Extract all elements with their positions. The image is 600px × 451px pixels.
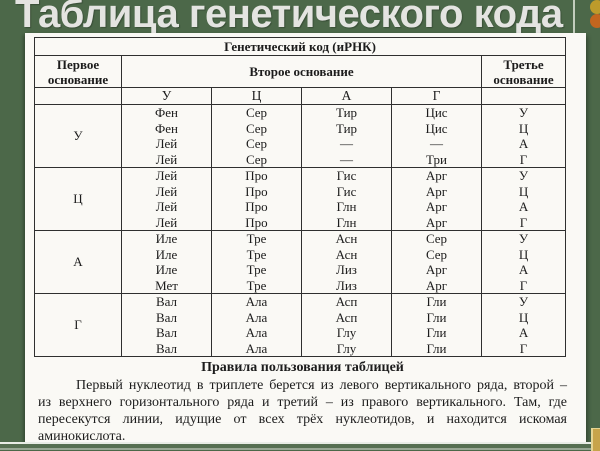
- decor-gold-corner: [591, 428, 600, 451]
- second-base-letter-u: У: [121, 87, 212, 105]
- second-base-letter-g: Г: [391, 87, 482, 105]
- codon-cell: Цис Цис — Три: [391, 104, 482, 168]
- third-base-cell: У Ц А Г: [480, 293, 567, 357]
- codon-cell: Асп Асп Глу Глу: [301, 293, 392, 357]
- bullet-dot-orange-icon: [590, 14, 600, 28]
- codon-cell: Асн Асн Лиз Лиз: [301, 230, 392, 294]
- page-title: Таблица генетического кода: [15, 0, 563, 36]
- header-second-base: Второе основание: [121, 55, 482, 88]
- codon-cell: Гис Гис Глн Глн: [301, 167, 392, 231]
- codon-cell: Сер Сер Сер Сер: [211, 104, 302, 168]
- second-base-letter-c: Ц: [211, 87, 302, 105]
- codon-cell: Тре Тре Тре Тре: [211, 230, 302, 294]
- first-base-cell: У: [34, 104, 122, 168]
- second-base-letter-a: А: [301, 87, 392, 105]
- codon-cell: Иле Иле Иле Мет: [121, 230, 212, 294]
- second-base-letters-row: У Ц А Г: [34, 87, 567, 105]
- header-third-base: Третье основание: [480, 55, 567, 88]
- bullet-dot-gold-icon: [590, 0, 600, 14]
- first-base-cell: А: [34, 230, 122, 294]
- codon-cell: Тир Тир — —: [301, 104, 392, 168]
- codon-cell: Лей Лей Лей Лей: [121, 167, 212, 231]
- third-base-cell: У Ц А Г: [480, 167, 567, 231]
- table-card: Генетический код (иРНК) Первое основание…: [25, 33, 586, 445]
- empty-cell: [34, 87, 122, 105]
- rules-section: Правила пользования таблицей Первый нукл…: [25, 359, 586, 445]
- codon-cell: Ала Ала Ала Ала: [211, 293, 302, 357]
- codon-cell: Вал Вал Вал Вал: [121, 293, 212, 357]
- third-base-cell: У Ц А Г: [480, 104, 567, 168]
- block-row-u: У Фен Фен Лей Лей Сер Сер Сер Сер Тир Ти…: [34, 104, 567, 168]
- header-first-base: Первое основание: [34, 55, 122, 88]
- block-row-c: Ц Лей Лей Лей Лей Про Про Про Про Гис Ги…: [34, 167, 567, 231]
- third-base-cell: У Ц А Г: [480, 230, 567, 294]
- rules-heading: Правила пользования таблицей: [201, 360, 404, 375]
- codon-cell: Сер Сер Арг Арг: [391, 230, 482, 294]
- first-base-cell: Ц: [34, 167, 122, 231]
- decor-vertical-line: [573, 0, 575, 34]
- codon-cell: Фен Фен Лей Лей: [121, 104, 212, 168]
- caption-row: Генетический код (иРНК): [33, 37, 567, 56]
- codon-cell: Про Про Про Про: [211, 167, 302, 231]
- bottom-border-strip: [0, 442, 600, 450]
- genetic-code-table: Генетический код (иРНК) Первое основание…: [33, 37, 567, 357]
- block-row-g: Г Вал Вал Вал Вал Ала Ала Ала Ала Асп Ас…: [34, 293, 567, 357]
- table-caption: Генетический код (иРНК): [33, 37, 567, 56]
- block-row-a: А Иле Иле Иле Мет Тре Тре Тре Тре Асн Ас…: [34, 230, 567, 294]
- rules-text: Первый нуклеотид в триплете берется из л…: [38, 378, 567, 444]
- header-row: Первое основание Второе основание Третье…: [34, 55, 567, 88]
- first-base-cell: Г: [34, 293, 122, 357]
- codon-cell: Гли Гли Гли Гли: [391, 293, 482, 357]
- codon-cell: Арг Арг Арг Арг: [391, 167, 482, 231]
- empty-cell: [480, 87, 567, 105]
